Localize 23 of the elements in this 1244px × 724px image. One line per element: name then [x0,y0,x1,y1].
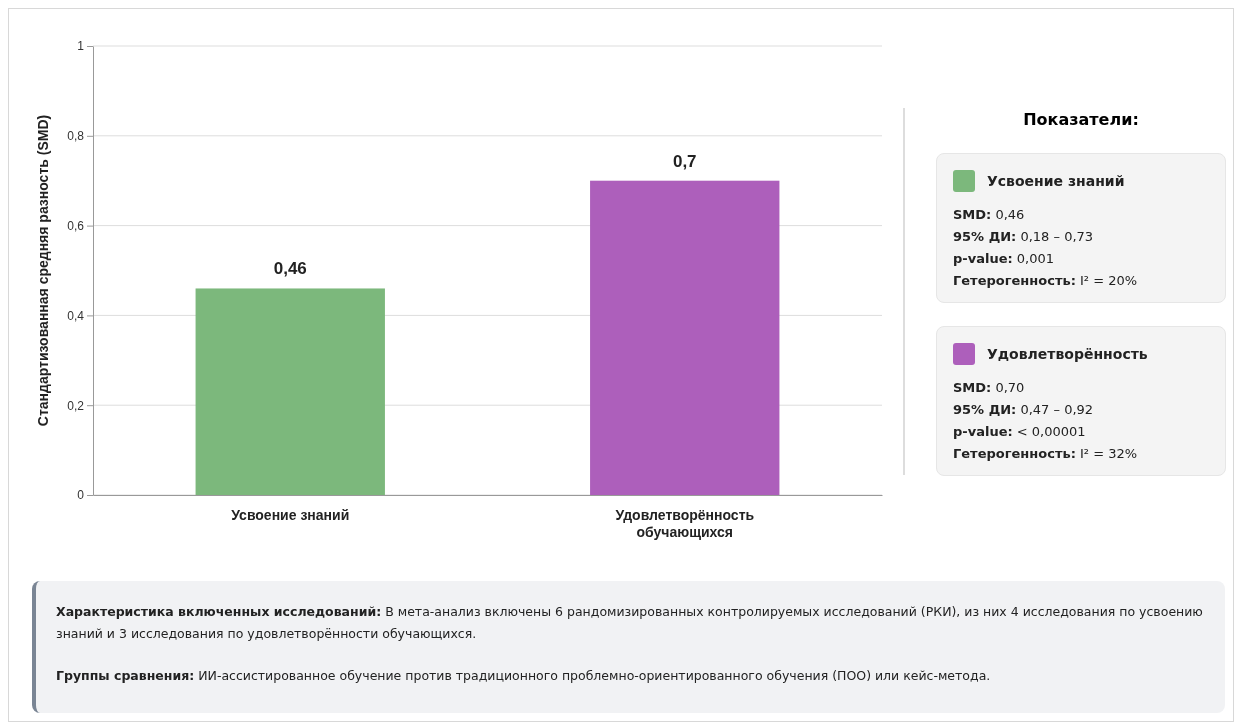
data-label: 0,7 [672,151,697,171]
y-tick-label: 0,2 [67,398,85,413]
y-tick-label: 0,6 [67,218,85,233]
text: Группы сравнения: ИИ-ассистированное обучение против традиционного проблемно-ориентированного обучения (ПОО) или кейс-метода. [56,668,991,683]
text: 95% ДИ: 0,18 – 0,73 [953,229,1094,244]
text: Гетерогенность: I² = 20% [953,273,1138,288]
y-tick-label: 0,4 [67,308,85,323]
text: p-value: < 0,00001 [953,424,1086,439]
text: SMD: 0,70 [953,380,1025,395]
y-tick-label: 1 [77,39,85,54]
y-tick-label: 0 [77,488,85,503]
y-axis-title: Стандартизованная средняя разность (SMD) [35,114,51,427]
text: Характеристика включенных исследований: В мета-анализ включены 6 рандомизированных контролируемых исследований (РКИ), из них 4 исследования по усвоению знаний и 3 исследования по удовлетворённости обучающихся. [56,604,1203,641]
text: p-value: 0,001 [953,251,1055,266]
legend-label: Усвоение знаний [987,173,1125,189]
legend-label: Удовлетворённость [987,346,1148,362]
text: 95% ДИ: 0,47 – 0,92 [953,402,1094,417]
legend-title: Показатели: [1022,110,1140,129]
text: Гетерогенность: I² = 32% [953,446,1138,461]
y-tick-label: 0,8 [67,129,85,144]
data-label: 0,46 [273,259,307,279]
text: SMD: 0,46 [953,207,1025,222]
x-tick-label: Удовлетворённость обучающихся [615,507,755,541]
